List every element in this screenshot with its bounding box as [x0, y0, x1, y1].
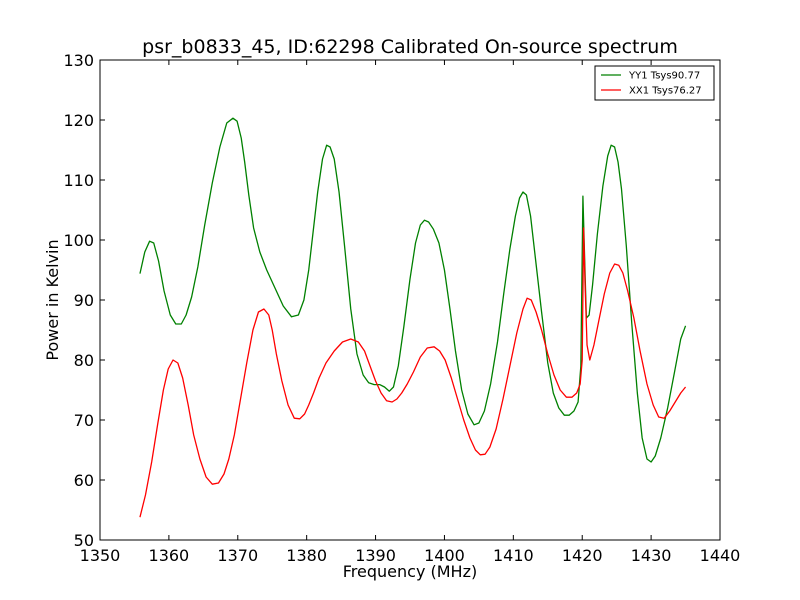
- plot-frame: [99, 59, 721, 541]
- x-tick-label: 1390: [355, 546, 396, 565]
- y-tick-label: 90: [74, 291, 94, 310]
- plot-area: [99, 59, 721, 541]
- y-tick-label: 120: [63, 111, 94, 130]
- series-line-yy1: [139, 117, 687, 463]
- x-tick-label: 1440: [700, 546, 741, 565]
- x-tick-label: 1370: [217, 546, 258, 565]
- legend-box: [594, 65, 715, 101]
- series-line-xx1: [139, 227, 687, 518]
- legend: YY1 Tsys90.77 XX1 Tsys76.27: [594, 65, 715, 101]
- x-tick-label: 1420: [562, 546, 603, 565]
- y-axis-label: Power in Kelvin: [43, 239, 62, 360]
- series-layer: [139, 117, 687, 518]
- x-tick-label: 1430: [631, 546, 672, 565]
- legend-label-yy1: YY1 Tsys90.77: [628, 71, 700, 82]
- y-tick-label: 100: [63, 231, 94, 250]
- y-tick-label: 130: [63, 51, 94, 70]
- x-tick-label: 1410: [493, 546, 534, 565]
- y-tick-labels: 50 60 70 80 90 100 110 120 130: [63, 51, 94, 550]
- y-tick-label: 50: [74, 531, 94, 550]
- x-tick-label: 1360: [149, 546, 190, 565]
- x-tick-labels: 1350 1360 1370 1380 1390 1400 1410 1420 1430 1440: [80, 546, 741, 565]
- legend-label-xx1: XX1 Tsys76.27: [629, 86, 702, 97]
- y-tick-label: 80: [74, 351, 94, 370]
- y-tick-label: 110: [63, 171, 94, 190]
- y-tick-label: 70: [74, 411, 94, 430]
- chart-title: psr_b0833_45, ID:62298 Calibrated On-sou…: [142, 36, 678, 58]
- x-axis-label: Frequency (MHz): [343, 562, 477, 581]
- x-tick-label: 1400: [424, 546, 465, 565]
- plot-background: [100, 60, 720, 540]
- y-tick-label: 60: [74, 471, 94, 490]
- x-tick-label: 1350: [80, 546, 121, 565]
- x-tick-label: 1380: [286, 546, 327, 565]
